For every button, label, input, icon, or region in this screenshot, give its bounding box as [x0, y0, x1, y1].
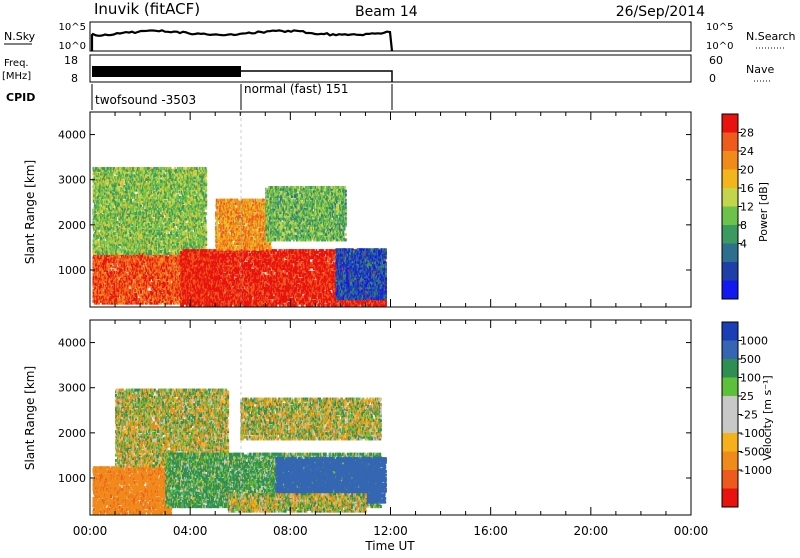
echo-cell [115, 264, 117, 267]
nsky-right-tick-bottom: 10^0 [706, 41, 733, 52]
date-label: 26/Sep/2014 [616, 4, 705, 20]
freq-left-tick-top: 18 [64, 54, 78, 67]
freq-normal-trace [241, 71, 392, 82]
nsky-label: N.Sky [4, 30, 36, 43]
freq-twofsound-band [92, 66, 241, 77]
nsky-trace [92, 30, 392, 51]
freq-unit-label: [MHz] [2, 71, 31, 82]
nsky-left-tick-bottom: 10^0 [59, 41, 86, 52]
cpid-segment-2: normal (fast) 151 [244, 82, 348, 96]
nsky-left-tick-top: 10^5 [59, 22, 86, 33]
freq-panel: Freq. [MHz] 18 8 60 0 Nave [2, 54, 774, 85]
freq-label: Freq. [4, 58, 29, 69]
nave-label: Nave [746, 63, 774, 76]
radar-summary-plot: Inuvik (fitACF) Beam 14 26/Sep/2014 N.Sk… [0, 0, 800, 554]
cpid-label: CPID [6, 91, 35, 104]
cpid-segment-1: twofsound -3503 [95, 93, 196, 107]
nsky-right-tick-top: 10^5 [706, 22, 733, 33]
nsky-panel: N.Sky 10^5 10^0 10^5 10^0 N.Search [4, 22, 796, 52]
cpid-panel: CPID twofsound -3503 normal (fast) 151 [6, 82, 392, 110]
radar-summary-svg: Inuvik (fitACF) Beam 14 26/Sep/2014 N.Sk… [0, 0, 800, 554]
station-title: Inuvik (fitACF) [94, 0, 200, 18]
beam-label: Beam 14 [355, 4, 418, 20]
echo-cell [121, 302, 123, 305]
nsearch-label: N.Search [746, 30, 796, 43]
freq-left-tick-bottom: 8 [71, 72, 78, 85]
freq-right-tick-top: 60 [709, 54, 723, 67]
freq-right-tick-bottom: 0 [709, 72, 716, 85]
